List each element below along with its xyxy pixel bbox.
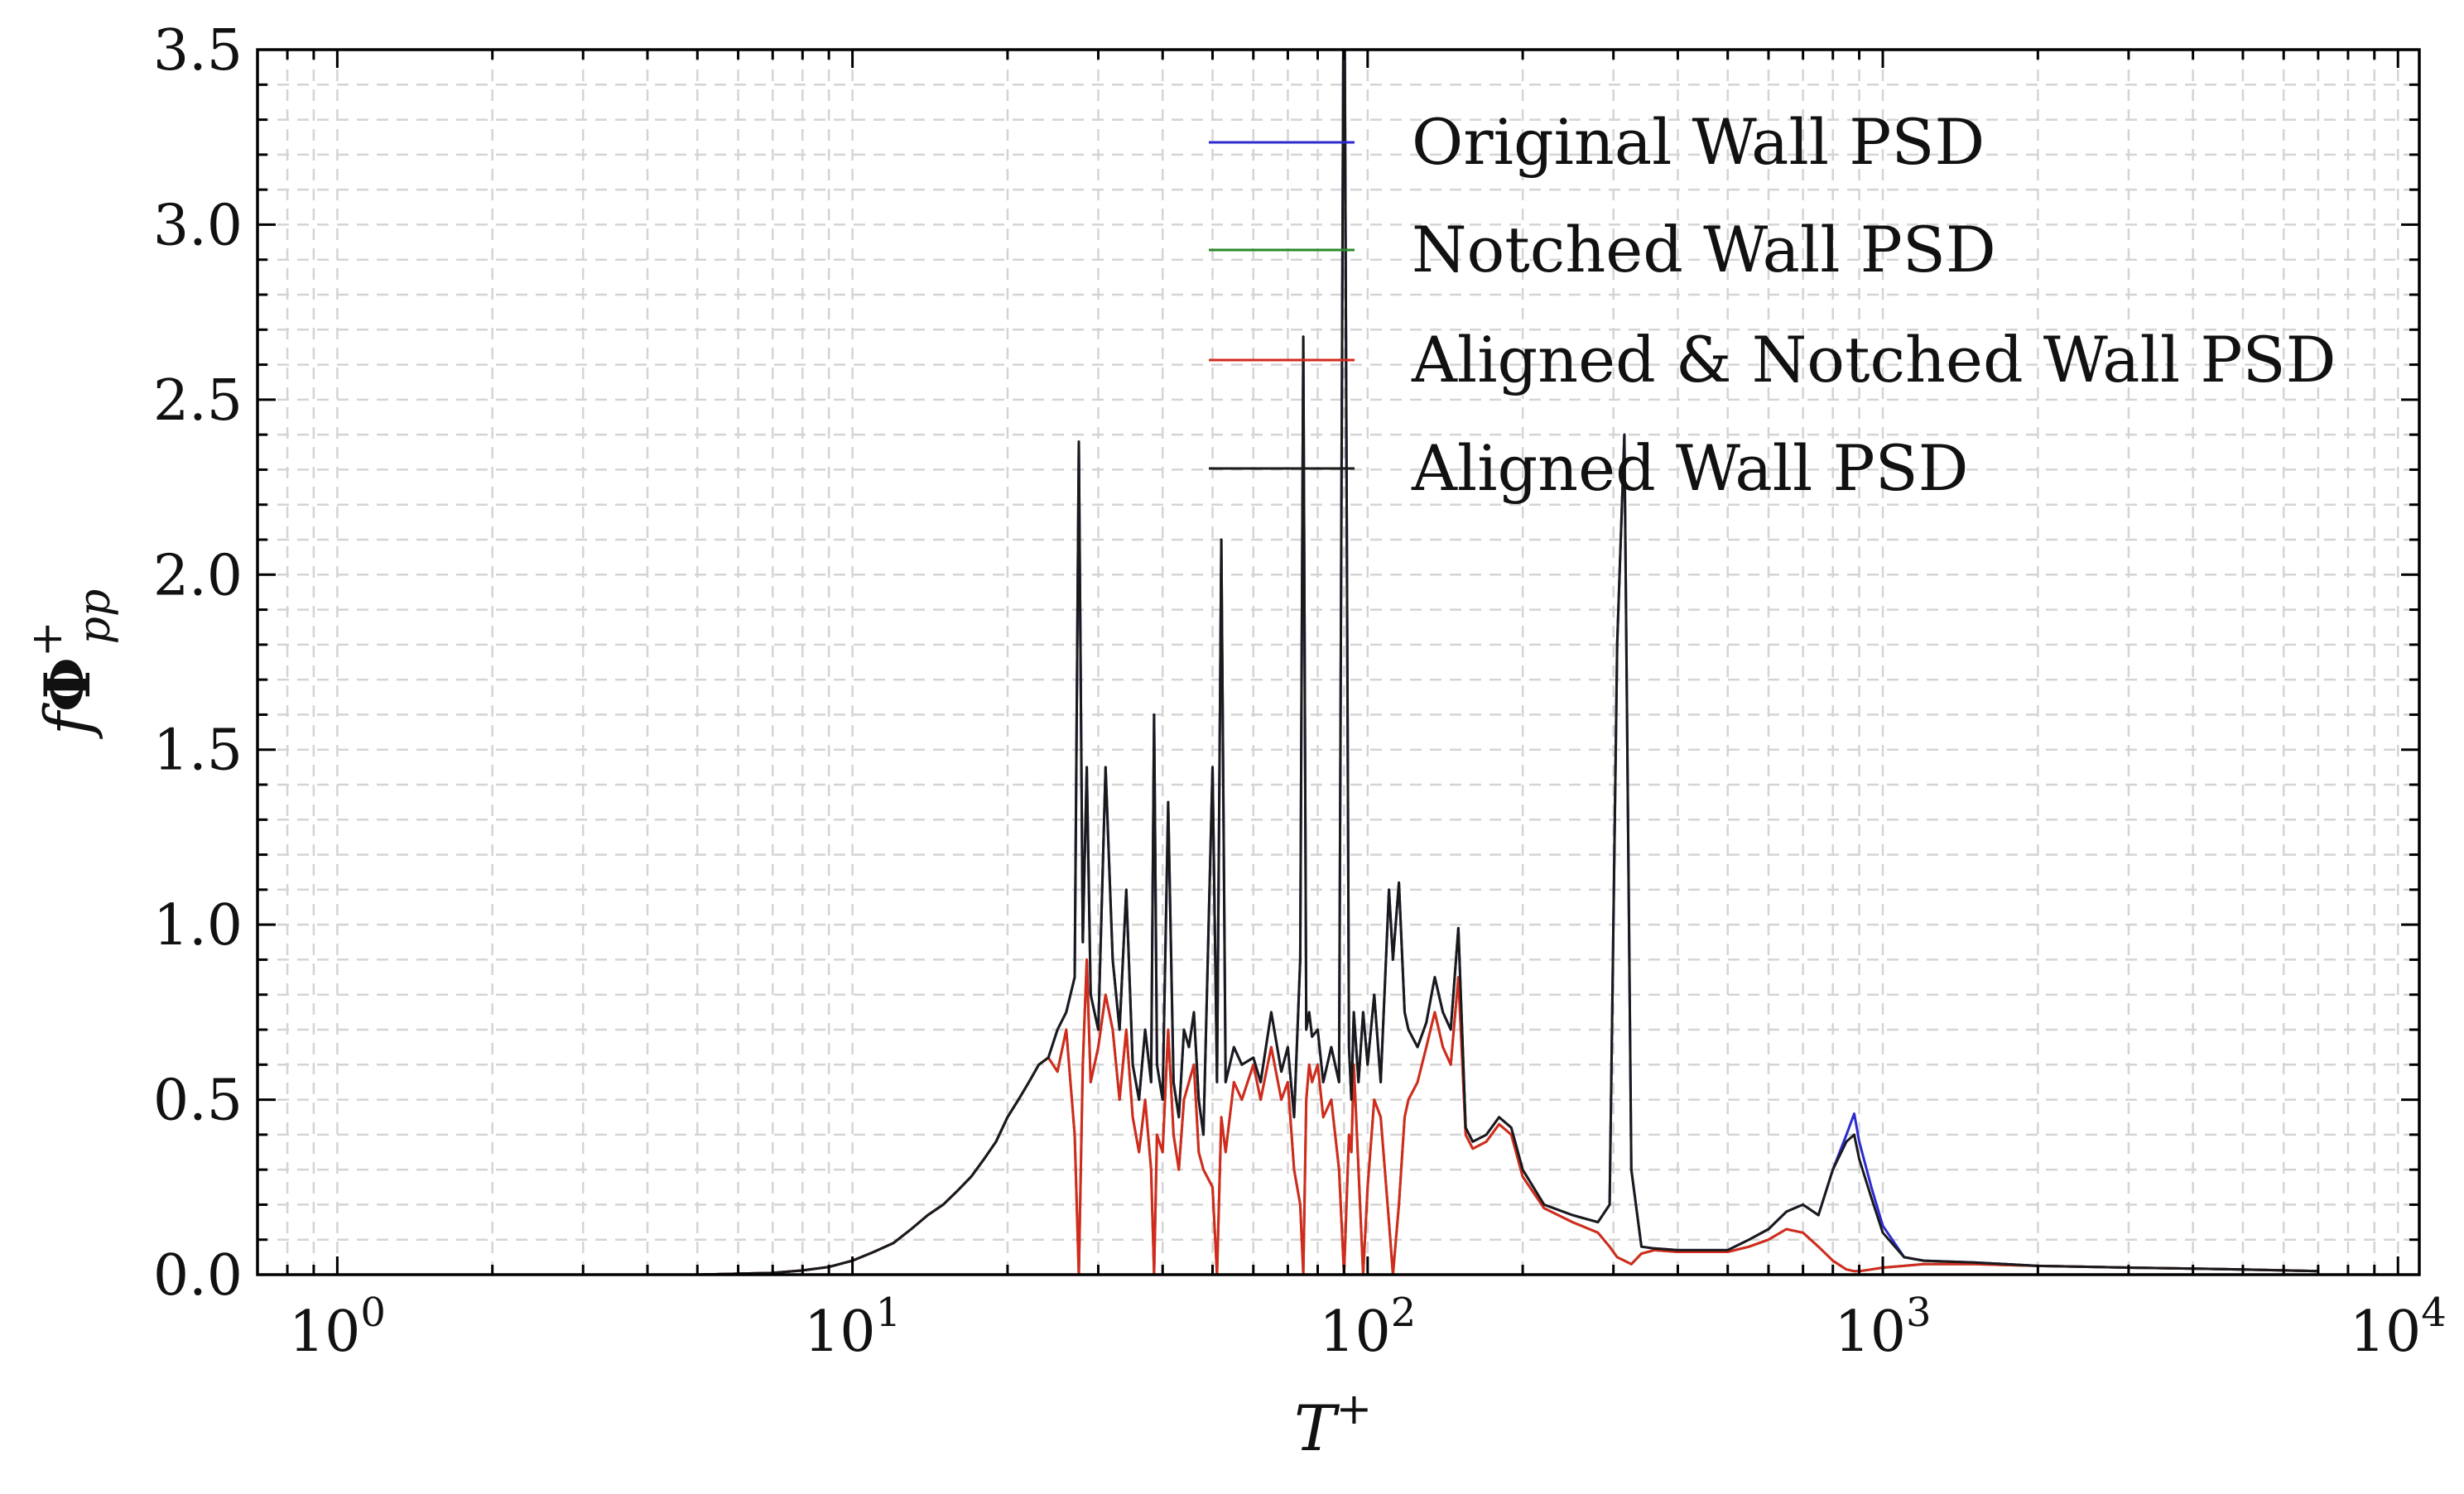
y-tick-label: 1.5 xyxy=(153,718,243,784)
x-tick-label-base: 10 xyxy=(1834,1299,1906,1365)
x-tick-label-base: 10 xyxy=(289,1299,361,1365)
x-tick-label-exp: 4 xyxy=(2421,1290,2447,1336)
x-tick-label-exp: 0 xyxy=(360,1290,386,1336)
y-tick-label: 0.5 xyxy=(153,1069,243,1134)
series-lines xyxy=(359,50,2318,1275)
plot-frame xyxy=(256,48,2421,1276)
x-tick-label-base: 10 xyxy=(804,1299,876,1365)
x-tick-label: 103 xyxy=(1834,1290,1931,1365)
x-axis-label: T+ xyxy=(1294,1385,1372,1465)
x-tick-label-exp: 3 xyxy=(1906,1290,1932,1336)
y-tick-label: 2.5 xyxy=(153,368,243,434)
axis-ticks xyxy=(256,48,2419,1276)
x-axis-label-sup: + xyxy=(1336,1385,1373,1434)
series-line-4 xyxy=(359,50,2318,1275)
y-tick-label: 3.5 xyxy=(153,18,243,84)
x-tick-label: 104 xyxy=(2350,1290,2447,1365)
x-tick-label: 100 xyxy=(289,1290,386,1365)
y-tick-label: 1.0 xyxy=(153,893,243,958)
y-tick-label: 0.0 xyxy=(153,1243,243,1309)
x-tick-label: 102 xyxy=(1319,1290,1416,1365)
x-tick-label-exp: 1 xyxy=(876,1290,902,1336)
grid-lines xyxy=(256,50,2419,1275)
y-tick-label: 3.0 xyxy=(153,193,243,258)
series-line-3 xyxy=(359,958,2318,1275)
y-axis-label-sup: + xyxy=(22,621,72,657)
legend-label-1: Original Wall PSD xyxy=(1412,105,1985,179)
series-line-1 xyxy=(359,50,2318,1275)
x-tick-labels: 100 101 102 103 104 xyxy=(289,1290,2447,1365)
y-axis-label-phi: Φ xyxy=(31,657,104,712)
legend-label-2: Notched Wall PSD xyxy=(1412,213,1996,286)
y-axis-label-sub: pp xyxy=(70,589,120,645)
y-axis-label: fΦ+pp xyxy=(22,589,120,740)
x-tick-label: 101 xyxy=(804,1290,901,1365)
x-tick-label-base: 10 xyxy=(2350,1299,2422,1365)
legend-label-4: Aligned Wall PSD xyxy=(1411,431,1969,505)
legend: Original Wall PSD Notched Wall PSD Aligned… xyxy=(1209,105,2336,505)
y-tick-label: 2.0 xyxy=(153,543,243,608)
x-axis-label-base: T xyxy=(1294,1391,1340,1465)
x-tick-label-exp: 2 xyxy=(1391,1290,1417,1336)
y-tick-labels: 0.0 0.5 1.0 1.5 2.0 2.5 3.0 3.5 xyxy=(153,18,243,1309)
x-tick-label-base: 10 xyxy=(1319,1299,1391,1365)
legend-label-3: Aligned & Notched Wall PSD xyxy=(1411,323,2336,396)
